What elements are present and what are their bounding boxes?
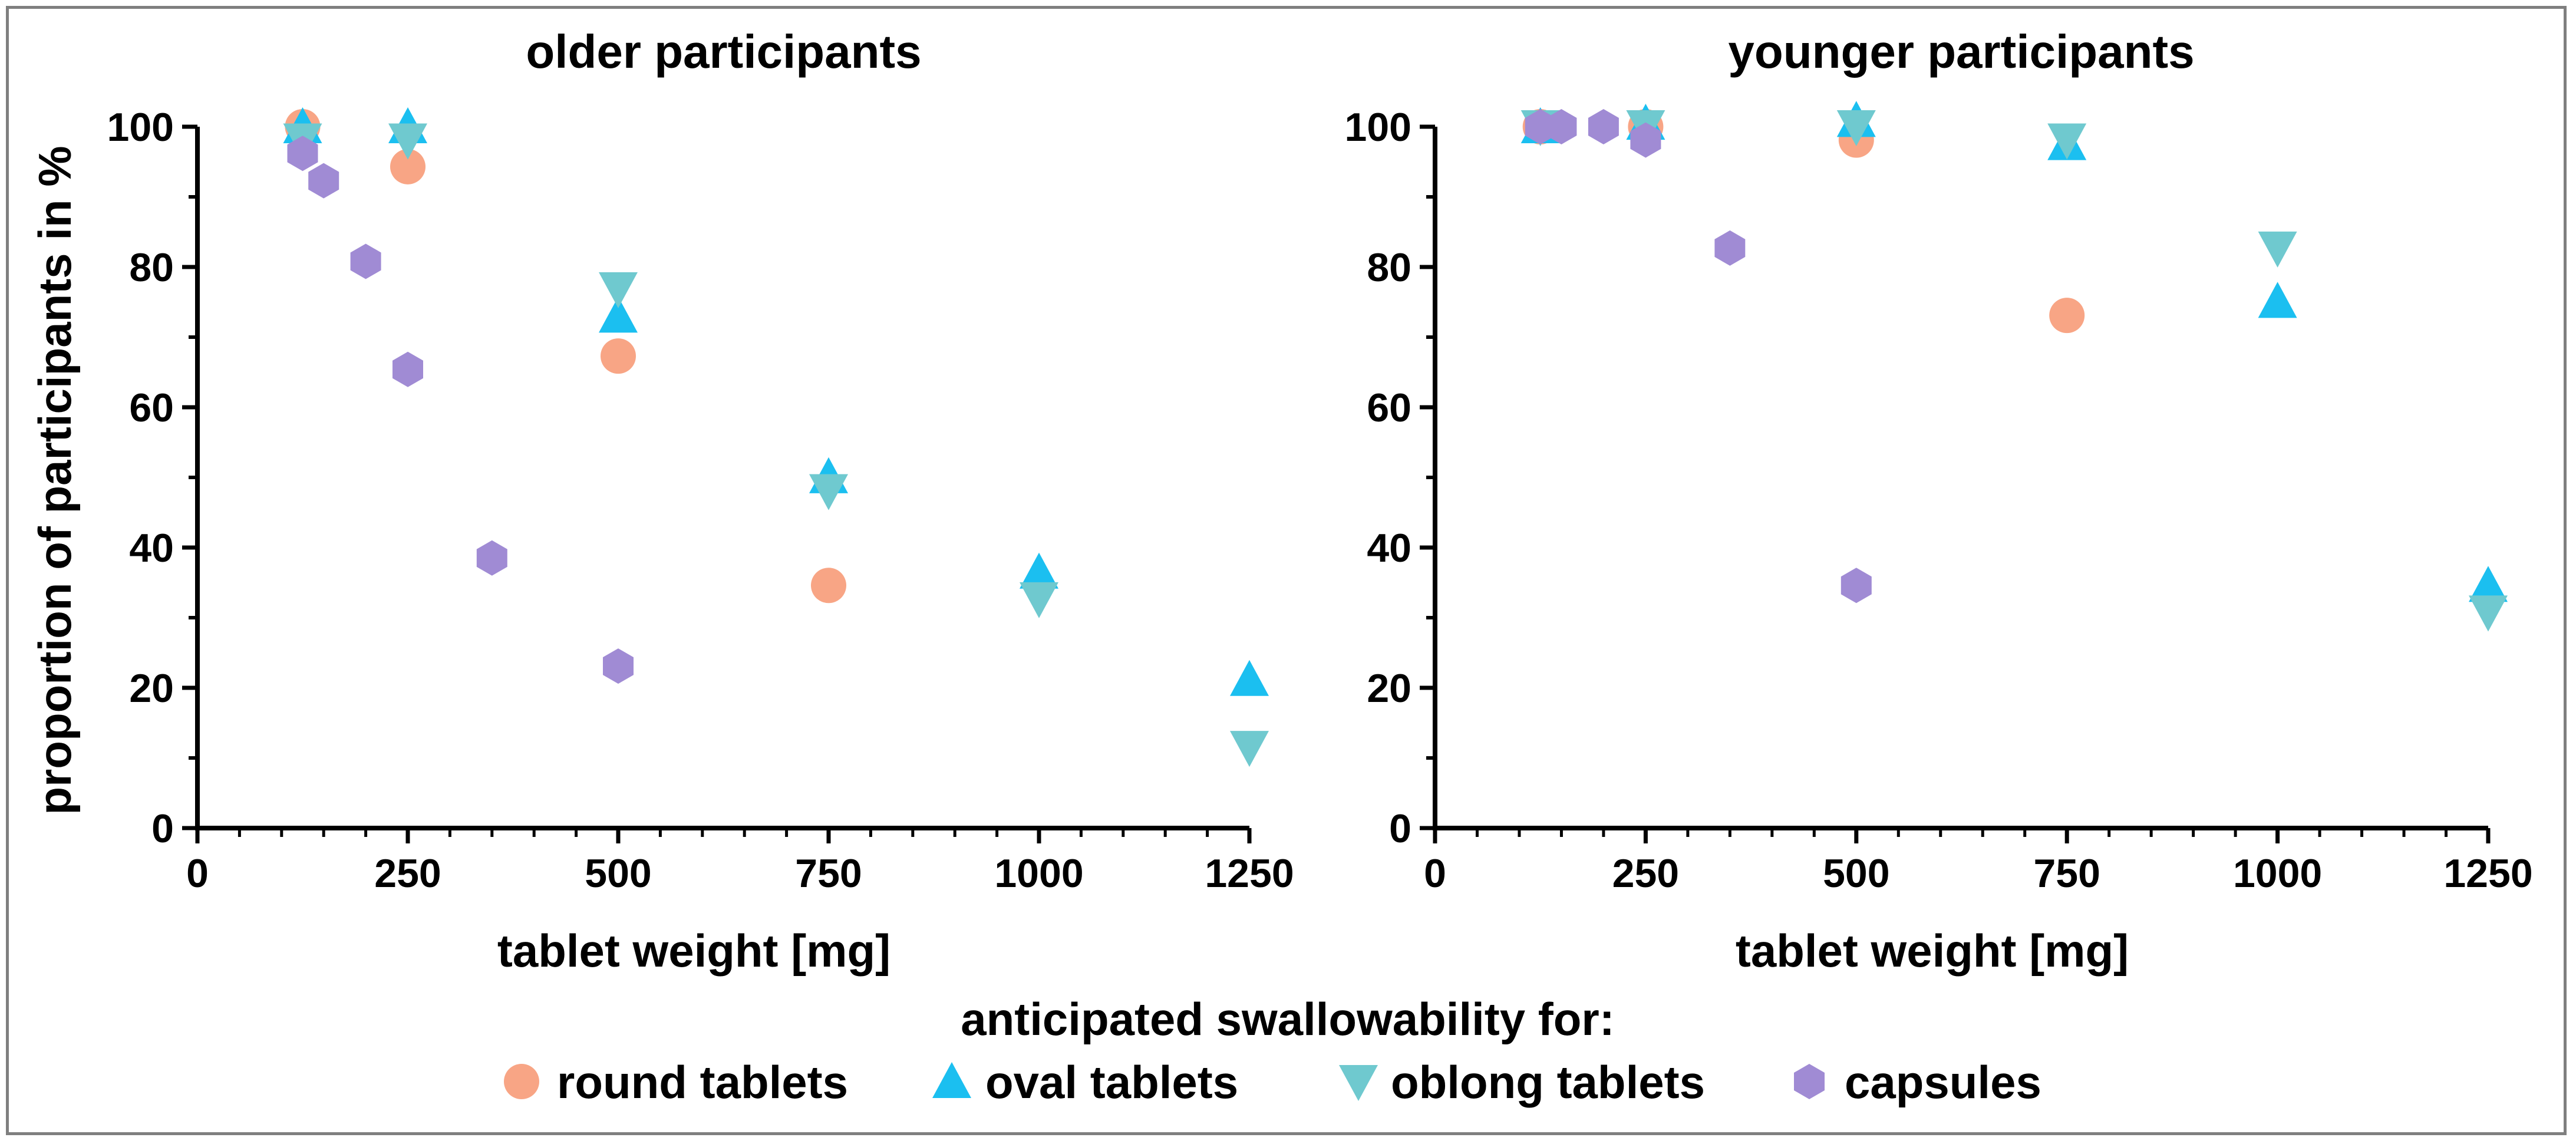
- data-point-oblong: [2258, 231, 2297, 268]
- y-tick-label: 100: [1345, 105, 1411, 150]
- panel-title: younger participants: [1728, 25, 2194, 78]
- x-axis-label: tablet weight [mg]: [1736, 925, 2129, 977]
- data-point-capsule: [1588, 109, 1619, 144]
- panel-title: older participants: [526, 25, 921, 78]
- data-point-oval: [1020, 552, 1058, 589]
- data-point-round: [811, 568, 846, 604]
- x-tick-label: 0: [1424, 851, 1446, 896]
- y-tick-label: 80: [1367, 245, 1411, 290]
- data-point-oblong: [2469, 595, 2508, 632]
- series-capsule: [287, 136, 634, 684]
- x-tick-label: 250: [374, 851, 441, 896]
- data-point-capsule: [392, 351, 423, 387]
- data-point-round: [601, 338, 636, 374]
- x-tick-label: 250: [1612, 851, 1679, 896]
- legend: round tablets oval tablets oblong tablets c…: [504, 1056, 2041, 1108]
- y-tick-label: 40: [129, 526, 174, 571]
- data-point-oblong: [1836, 110, 1876, 146]
- data-point-oblong: [1230, 731, 1269, 767]
- y-tick-label: 60: [129, 385, 174, 430]
- data-point-capsule: [350, 243, 381, 279]
- data-point-oblong: [599, 272, 638, 308]
- legend-marker-oval: [932, 1062, 971, 1099]
- x-tick-label: 750: [2033, 851, 2100, 896]
- data-point-capsule: [308, 163, 339, 199]
- legend-marker-capsule: [1794, 1064, 1825, 1099]
- data-point-capsule: [1714, 230, 1746, 266]
- data-point-capsule: [287, 136, 318, 172]
- legend-marker-round: [504, 1064, 539, 1099]
- x-tick-label: 750: [795, 851, 862, 896]
- y-tick-label: 60: [1367, 385, 1411, 430]
- data-point-oblong: [2047, 123, 2087, 160]
- series-oval: [283, 107, 1269, 696]
- series-oval: [1520, 101, 2508, 602]
- series-oblong: [283, 123, 1269, 767]
- data-point-oblong: [809, 474, 848, 510]
- legend-label-oval: oval tablets: [985, 1056, 1238, 1108]
- data-point-oval: [2258, 282, 2297, 318]
- y-tick-label: 40: [1367, 526, 1411, 571]
- data-point-capsule: [603, 648, 634, 684]
- y-tick-label: 0: [151, 806, 174, 851]
- x-tick-label: 1000: [994, 851, 1083, 896]
- data-point-oblong: [388, 123, 427, 160]
- x-tick-label: 0: [186, 851, 209, 896]
- data-point-capsule: [1546, 109, 1577, 144]
- data-point-oval: [1230, 660, 1269, 696]
- figure-frame: [6, 6, 2567, 1135]
- data-point-round: [390, 149, 426, 184]
- x-tick-label: 1250: [1205, 851, 1294, 896]
- x-tick-label: 500: [585, 851, 651, 896]
- y-tick-label: 80: [129, 245, 174, 290]
- series-round: [1522, 109, 2085, 334]
- x-tick-label: 1250: [2443, 851, 2532, 896]
- y-tick-label: 20: [129, 666, 174, 711]
- legend-label-round: round tablets: [557, 1056, 848, 1108]
- data-point-capsule: [1630, 122, 1661, 158]
- data-point-round: [2049, 298, 2085, 334]
- data-point-oblong: [1020, 582, 1058, 618]
- series-round: [285, 109, 846, 604]
- legend-label-oblong: oblong tablets: [1391, 1056, 1705, 1108]
- y-tick-label: 100: [107, 105, 174, 150]
- x-axis-label: tablet weight [mg]: [497, 925, 890, 977]
- data-point-capsule: [1841, 568, 1872, 604]
- legend-marker-oblong: [1339, 1064, 1378, 1101]
- y-tick-label: 0: [1389, 806, 1411, 851]
- legend-label-capsule: capsules: [1845, 1056, 2041, 1108]
- series-capsule: [1525, 109, 1872, 604]
- x-tick-label: 1000: [2233, 851, 2322, 896]
- y-tick-label: 20: [1367, 666, 1411, 711]
- legend-title: anticipated swallowability for:: [961, 993, 1615, 1045]
- series-oblong: [1520, 110, 2508, 632]
- data-point-oval: [599, 296, 638, 333]
- x-tick-label: 500: [1823, 851, 1889, 896]
- y-axis-label: proportion of participants in %: [29, 146, 81, 815]
- data-point-oval: [2469, 566, 2508, 602]
- data-point-capsule: [476, 540, 507, 576]
